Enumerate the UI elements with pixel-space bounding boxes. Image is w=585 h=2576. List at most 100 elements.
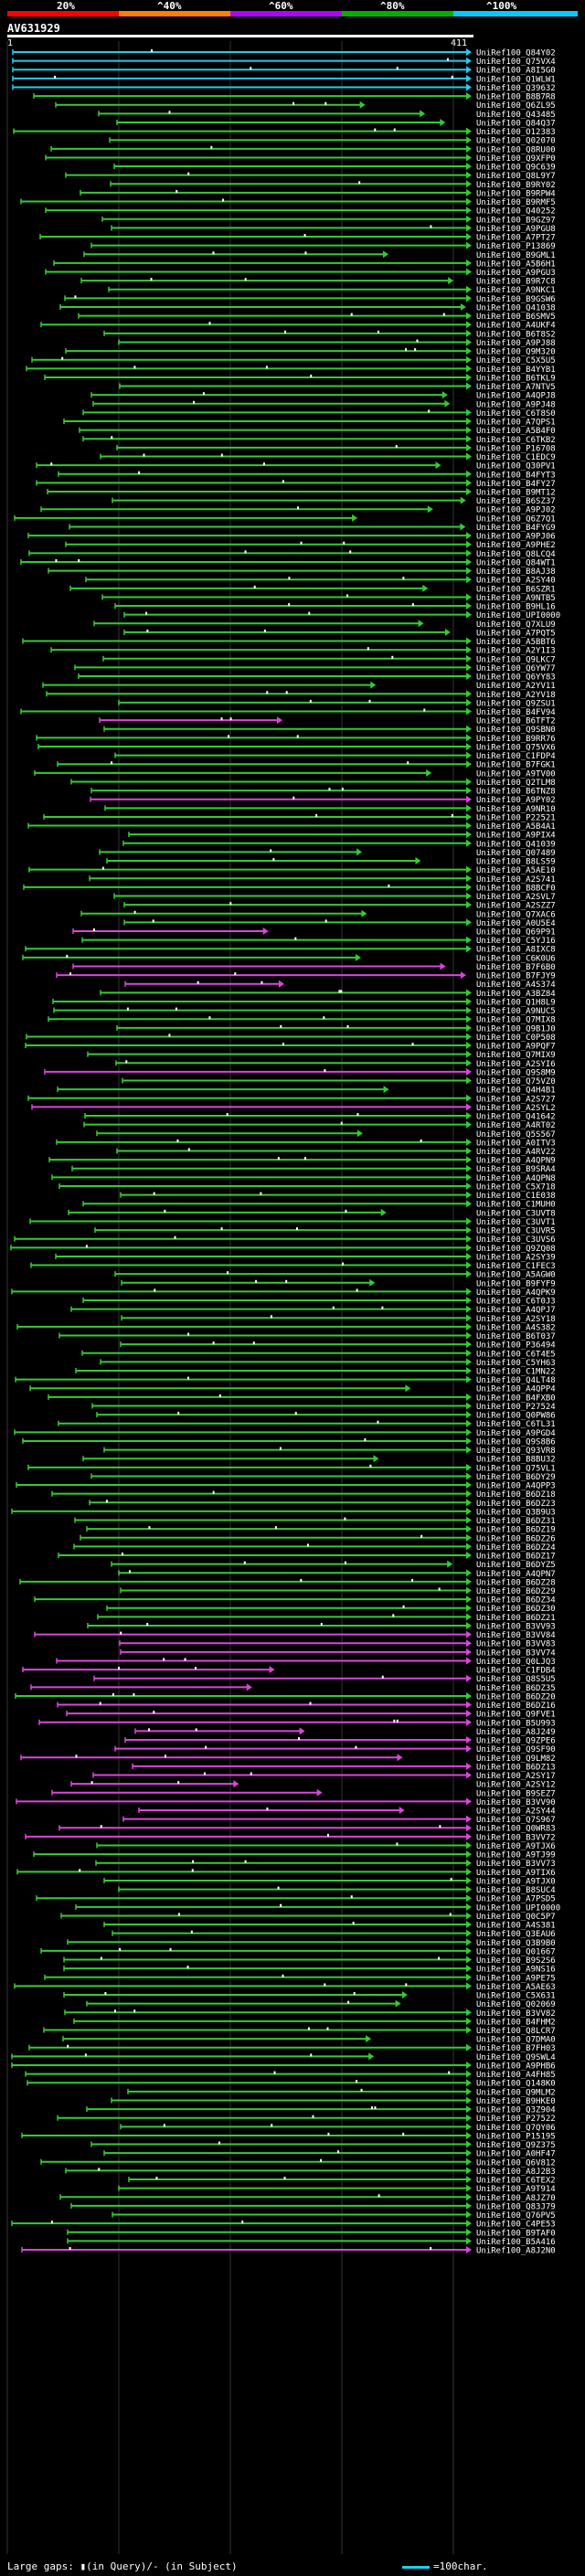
- hit-row: UniRef100_B9RR76: [36, 734, 556, 744]
- gap-marker: [148, 1526, 151, 1530]
- hit-label: UniRef100_Q69P91: [476, 928, 556, 938]
- hit-row: UniRef100_C0P508: [26, 1033, 556, 1043]
- gap-marker: [324, 1068, 326, 1072]
- hit-arrow: [466, 1604, 472, 1612]
- gap-marker: [279, 1447, 282, 1450]
- hit-label: UniRef100_A9PHE2: [476, 541, 556, 550]
- hit-label: UniRef100_B3VV93: [476, 1622, 556, 1631]
- hit-label: UniRef100_Q2TLM8: [476, 779, 556, 788]
- hit-row: UniRef100_P16708: [116, 443, 556, 453]
- hit-arrow: [466, 329, 472, 337]
- hit-arrow: [466, 1710, 472, 1718]
- hit-label: UniRef100_Q9FVE1: [476, 1711, 556, 1720]
- hit-label: UniRef100_B6DZ26: [476, 1534, 556, 1543]
- gap-marker: [353, 1992, 356, 1996]
- query-end-coord: 411: [451, 38, 468, 48]
- hit-arrow: [466, 557, 472, 566]
- hit-row: UniRef100_C5X5U5: [31, 355, 556, 366]
- hit-arrow: [466, 1042, 472, 1050]
- hit-label: UniRef100_A8IXC8: [476, 946, 556, 955]
- hit-arrow: [466, 1112, 472, 1120]
- hit-label: UniRef100_B6TFT2: [476, 717, 556, 726]
- gap-marker: [451, 75, 453, 79]
- hit-label: UniRef100_A8JZ70: [476, 2194, 556, 2203]
- gap-marker: [148, 1728, 151, 1732]
- hit-row: UniRef100_A9TIX6: [16, 1868, 556, 1878]
- hit-row: UniRef100_Q6ZL95: [55, 101, 556, 111]
- hit-label: UniRef100_C1FEC3: [476, 1262, 556, 1271]
- gap-marker: [176, 189, 178, 193]
- hit-label: UniRef100_B3VV90: [476, 1798, 556, 1807]
- hit-row: UniRef100_B6DZ24: [73, 1542, 556, 1553]
- hit-row: UniRef100_A7PQT5: [123, 628, 556, 638]
- hit-row: UniRef100_B6DZ34: [34, 1595, 556, 1606]
- hit-arrow: [466, 804, 472, 812]
- gap-marker: [79, 1869, 81, 1872]
- gap-marker: [303, 1157, 306, 1161]
- hit-arrow: [466, 1921, 472, 1929]
- gap-marker: [150, 49, 153, 52]
- gap-marker: [430, 225, 432, 228]
- hit-label: UniRef100_Q9SBN0: [476, 726, 556, 735]
- hit-arrow: [466, 1701, 472, 1709]
- hit-row: UniRef100_B9GML1: [83, 250, 556, 260]
- hit-label: UniRef100_Q84Q37: [476, 119, 556, 128]
- hit-row: UniRef100_B4FYG9: [69, 523, 556, 533]
- gap-marker: [175, 1007, 177, 1011]
- hit-arrow: [466, 1103, 472, 1111]
- gap-marker: [271, 2124, 273, 2127]
- hit-row: UniRef100_A8I5G0: [12, 66, 556, 76]
- gap-marker: [133, 366, 136, 369]
- hit-label: UniRef100_A2SY44: [476, 1807, 556, 1817]
- hit-label: UniRef100_C3UVT8: [476, 1209, 556, 1218]
- hit-label: UniRef100_A4S382: [476, 1323, 556, 1332]
- hit-row: UniRef100_C6T0J3: [82, 1297, 556, 1307]
- hit-arrow: [466, 831, 472, 839]
- hit-row: UniRef100_C5YJ16: [81, 936, 556, 946]
- hit-arrow: [466, 1876, 472, 1884]
- hit-row: UniRef100_A5B6H1: [53, 259, 556, 269]
- hit-label: UniRef100_B9RY02: [476, 181, 556, 190]
- gap-marker: [393, 128, 396, 132]
- hit-row: UniRef100_C5X631: [63, 1991, 556, 2001]
- hit-label: UniRef100_B4FYG9: [476, 524, 556, 533]
- hit-arrow: [466, 1173, 472, 1182]
- hit-arrow: [466, 408, 472, 417]
- gap-marker: [120, 1631, 122, 1635]
- gap-marker: [105, 1500, 108, 1503]
- hit-row: UniRef100_Q93VR8: [103, 1446, 556, 1456]
- hit-label: UniRef100_P15195: [476, 2132, 556, 2141]
- hit-row: UniRef100_Q30PV1: [36, 461, 556, 472]
- gap-marker: [304, 251, 307, 255]
- hit-arrow: [466, 901, 472, 909]
- gap-marker: [228, 735, 230, 738]
- gap-marker: [324, 101, 327, 105]
- hit-arrow: [466, 1094, 472, 1102]
- hit-arrow: [466, 2167, 472, 2175]
- hit-label: UniRef100_Q9S8M9: [476, 1068, 556, 1077]
- gap-marker: [92, 928, 95, 931]
- hit-arrow: [466, 1050, 472, 1058]
- hit-label: UniRef100_B9RPW4: [476, 189, 556, 198]
- hit-arrow: [466, 452, 472, 461]
- hit-label: UniRef100_A2S741: [476, 875, 556, 885]
- hit-label: UniRef100_B9RMF5: [476, 198, 556, 207]
- hit-row: UniRef100_B3VV83: [119, 1639, 556, 1649]
- hit-label: UniRef100_C5X631: [476, 1992, 556, 2001]
- gap-marker: [274, 1526, 277, 1530]
- hit-row: UniRef100_B9HL16: [114, 602, 556, 612]
- hit-row: UniRef100_Q9S8M9: [44, 1067, 556, 1077]
- gap-marker: [295, 1227, 298, 1231]
- hit-arrow: [466, 1244, 472, 1252]
- gap-marker: [174, 1235, 176, 1239]
- hit-row: UniRef100_A4QPN9: [48, 1156, 556, 1166]
- hit-label: UniRef100_C3UVR5: [476, 1227, 556, 1236]
- hit-row: UniRef100_Q3B9B0: [67, 1938, 556, 1948]
- hit-row: UniRef100_B3VV84: [34, 1630, 556, 1640]
- hit-label: UniRef100_A4QPK9: [476, 1288, 556, 1298]
- hit-label: UniRef100_B9GML1: [476, 251, 556, 260]
- hit-row: UniRef100_P22521: [43, 812, 556, 822]
- gap-marker: [273, 2071, 276, 2074]
- hit-label: UniRef100_A4S374: [476, 981, 556, 990]
- hit-row: UniRef100_Q8L9Y7: [65, 171, 556, 181]
